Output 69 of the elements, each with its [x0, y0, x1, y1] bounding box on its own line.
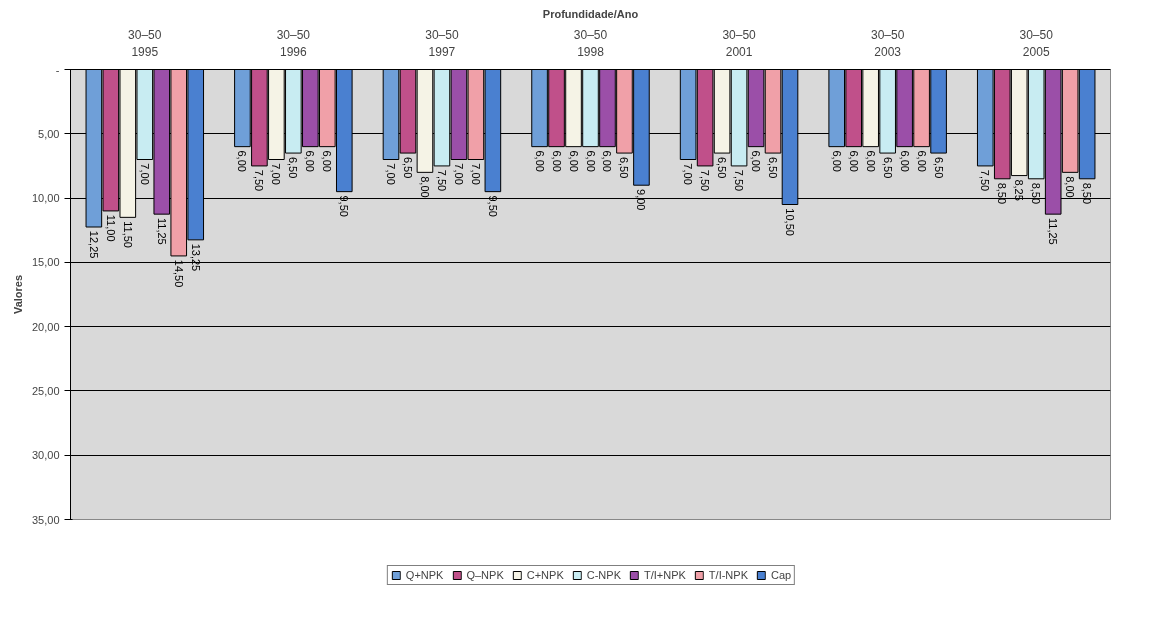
data-label: 7,00 — [469, 163, 482, 185]
data-label: 6,00 — [304, 150, 317, 172]
y-tick-label: 25,00 — [31, 384, 60, 397]
y-tick-label: - — [55, 63, 60, 76]
data-label: 7,50 — [253, 169, 266, 192]
data-label: 7,50 — [733, 169, 746, 192]
data-label: 6,00 — [864, 150, 877, 172]
chart-title: Profundidade/Ano — [542, 7, 639, 20]
data-label: 12,25 — [87, 230, 100, 259]
legend-label: Q+NPK — [405, 568, 444, 581]
data-label: 6,00 — [898, 150, 911, 172]
data-label: 6,50 — [932, 156, 945, 179]
x-tick-label: 30–50 2003 — [870, 27, 905, 59]
x-tick-label: 30–50 2005 — [1019, 27, 1054, 59]
data-label: 7,00 — [138, 163, 151, 185]
data-label: 6,00 — [750, 150, 763, 172]
data-label: 6,00 — [236, 150, 249, 172]
data-label: 7,50 — [435, 169, 448, 192]
x-tick-label: 30–50 2001 — [722, 27, 757, 59]
y-tick-label: 5,00 — [38, 127, 60, 140]
data-label: 6,00 — [533, 150, 546, 172]
data-label: 7,00 — [384, 163, 397, 185]
data-label: 6,50 — [287, 156, 300, 179]
data-label: 10,50 — [784, 208, 797, 236]
y-tick-label: 15,00 — [31, 256, 60, 269]
data-label: 8,50 — [1030, 182, 1043, 205]
data-label: 11,25 — [1047, 218, 1060, 245]
data-label: 9,00 — [635, 189, 648, 211]
data-label: 11,50 — [121, 221, 134, 248]
data-label: 6,00 — [550, 150, 563, 172]
data-label: 6,50 — [767, 156, 780, 179]
data-label: 7,50 — [699, 169, 712, 192]
y-tick-label: 30,00 — [31, 449, 60, 462]
x-tick-label: 30–50 1996 — [276, 27, 311, 59]
data-label: 6,00 — [847, 150, 860, 172]
data-label: 6,50 — [881, 156, 894, 179]
data-label: 8,50 — [1081, 182, 1094, 205]
data-label: 7,00 — [682, 163, 695, 185]
data-label: 6,00 — [584, 150, 597, 172]
data-label: 6,00 — [321, 150, 334, 172]
data-label: 7,00 — [452, 163, 465, 185]
y-tick-label: 20,00 — [31, 320, 60, 333]
legend-label: Q–NPK — [466, 568, 504, 581]
data-label: 6,00 — [915, 150, 928, 172]
data-label: 8,00 — [1064, 176, 1077, 198]
data-label: 6,00 — [601, 150, 614, 172]
legend-label: T/I-NPK — [708, 568, 748, 581]
x-tick-label: 30–50 1997 — [425, 27, 459, 59]
data-label: 8,00 — [418, 176, 431, 198]
data-label: 6,00 — [830, 150, 843, 172]
legend-label: C+NPK — [526, 568, 564, 581]
data-label: 6,00 — [567, 150, 580, 172]
data-label: 11,25 — [155, 218, 168, 245]
data-label: 11,00 — [104, 214, 117, 242]
legend-label: C-NPK — [586, 568, 621, 581]
legend-label: T/I+NPK — [643, 568, 686, 581]
y-tick-label: 10,00 — [31, 192, 60, 205]
x-tick-label: 30–50 1995 — [128, 27, 162, 59]
y-axis-title: Valores — [11, 274, 24, 315]
data-label: 6,50 — [618, 156, 631, 179]
x-tick-label: 30–50 1998 — [573, 27, 608, 59]
data-label: 7,00 — [270, 163, 283, 185]
data-label: 8,50 — [996, 182, 1009, 205]
legend-label: Cap — [770, 568, 792, 581]
data-label: 14,50 — [172, 259, 185, 288]
data-label: 7,50 — [979, 169, 992, 192]
data-label: 6,50 — [401, 156, 414, 179]
y-tick-label: 35,00 — [31, 513, 60, 526]
data-label: 6,50 — [716, 156, 729, 179]
